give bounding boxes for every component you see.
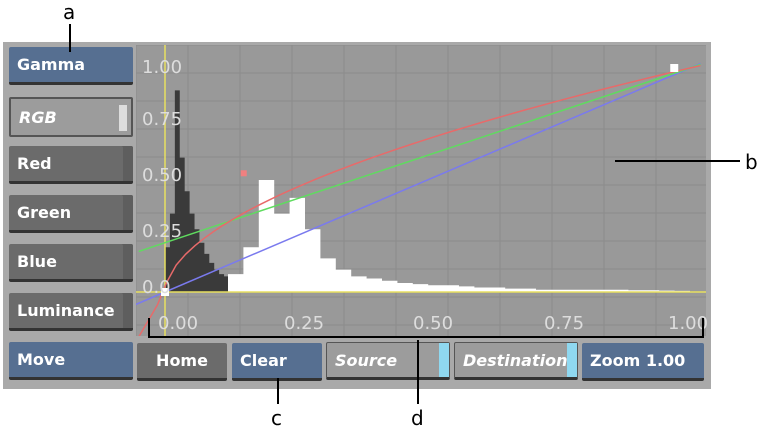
curve-graph-svg[interactable] bbox=[112, 44, 709, 354]
end-control-point bbox=[670, 64, 679, 72]
annotation-d: d bbox=[411, 406, 424, 430]
annotation-a: a bbox=[63, 0, 76, 24]
blue-curve bbox=[112, 62, 701, 316]
green-curve bbox=[138, 63, 701, 253]
annotation-d-line bbox=[417, 340, 419, 404]
destination-label: Destination bbox=[463, 350, 568, 370]
rgb-label: RGB bbox=[19, 107, 57, 127]
x-tick-0: 0.00 bbox=[158, 313, 199, 334]
x-tick-05: 0.50 bbox=[413, 313, 454, 334]
annotation-d-bracket bbox=[148, 318, 704, 338]
luminance-button[interactable]: Luminance bbox=[9, 293, 133, 331]
zoom-field[interactable]: Zoom 1.00 bbox=[582, 343, 704, 381]
rgb-channel-selector[interactable]: RGB bbox=[9, 97, 133, 137]
destination-indicator bbox=[567, 343, 577, 377]
selector-indicator bbox=[119, 105, 127, 131]
home-button[interactable]: Home bbox=[137, 343, 227, 381]
annotation-c: c bbox=[271, 406, 282, 430]
red-button[interactable]: Red bbox=[9, 146, 133, 184]
green-button[interactable]: Green bbox=[9, 195, 133, 233]
move-button[interactable]: Move bbox=[9, 342, 133, 380]
annotation-a-line bbox=[69, 24, 71, 52]
clear-button[interactable]: Clear bbox=[232, 343, 322, 381]
blue-button[interactable]: Blue bbox=[9, 244, 133, 282]
destination-field[interactable]: Destination bbox=[454, 342, 578, 380]
origin-control-point bbox=[161, 288, 169, 296]
y-tick-075: 0.75 bbox=[142, 109, 183, 130]
annotation-b: b bbox=[745, 150, 758, 174]
source-field[interactable]: Source bbox=[326, 342, 450, 380]
y-tick-025: 0.25 bbox=[142, 221, 183, 242]
source-indicator bbox=[439, 343, 449, 377]
annotation-b-line bbox=[615, 160, 740, 162]
x-tick-075: 0.75 bbox=[544, 313, 585, 334]
red-control-point bbox=[240, 170, 247, 177]
gamma-button[interactable]: Gamma bbox=[9, 47, 133, 85]
y-tick-1: 1.00 bbox=[142, 57, 183, 78]
curve-graph[interactable]: 1.00 0.75 0.50 0.25 0.0 0.00 0.25 0.50 0… bbox=[112, 44, 709, 354]
x-tick-025: 0.25 bbox=[284, 313, 325, 334]
red-curve bbox=[138, 64, 701, 338]
y-tick-0: 0.0 bbox=[142, 277, 171, 298]
source-label: Source bbox=[335, 350, 398, 370]
dark-histogram bbox=[165, 90, 244, 293]
x-tick-1: 1.00 bbox=[668, 313, 709, 334]
annotation-c-line bbox=[277, 378, 279, 404]
y-tick-05: 0.50 bbox=[142, 165, 183, 186]
